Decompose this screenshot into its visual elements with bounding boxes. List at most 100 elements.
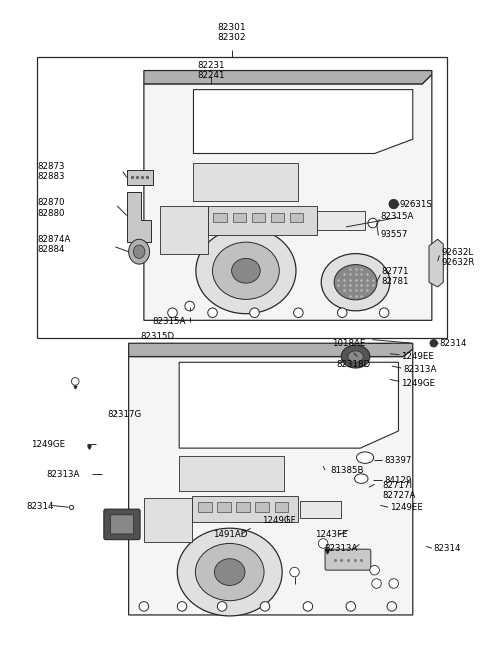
Ellipse shape: [341, 345, 370, 368]
FancyBboxPatch shape: [110, 515, 133, 534]
Text: 84129: 84129: [384, 476, 411, 485]
Text: 93557: 93557: [380, 230, 408, 239]
Circle shape: [318, 538, 328, 548]
Text: 1249EE: 1249EE: [401, 352, 434, 361]
Bar: [255, 502, 269, 512]
Ellipse shape: [196, 228, 296, 314]
Circle shape: [430, 339, 438, 347]
Ellipse shape: [213, 242, 279, 299]
Circle shape: [177, 602, 187, 611]
Circle shape: [168, 308, 177, 318]
Text: 82314: 82314: [440, 339, 467, 348]
Circle shape: [370, 565, 379, 575]
Ellipse shape: [215, 559, 245, 586]
Circle shape: [208, 308, 217, 318]
Circle shape: [260, 602, 270, 611]
Polygon shape: [127, 170, 154, 185]
Circle shape: [346, 602, 356, 611]
Bar: [214, 213, 227, 222]
Polygon shape: [179, 456, 284, 491]
Circle shape: [290, 567, 300, 577]
Bar: [271, 213, 284, 222]
Ellipse shape: [177, 528, 282, 616]
Polygon shape: [300, 500, 341, 517]
Text: 82873
82883: 82873 82883: [37, 162, 65, 181]
Circle shape: [303, 602, 312, 611]
Polygon shape: [127, 192, 151, 242]
Text: 1249EE: 1249EE: [390, 504, 423, 512]
Circle shape: [389, 199, 398, 209]
Circle shape: [379, 308, 389, 318]
Bar: [275, 502, 288, 512]
Polygon shape: [144, 75, 432, 320]
Text: 1249GE: 1249GE: [31, 440, 65, 449]
Text: 1491AD: 1491AD: [213, 530, 247, 539]
Text: 82315A: 82315A: [152, 316, 185, 326]
Circle shape: [387, 602, 396, 611]
Ellipse shape: [321, 253, 390, 311]
Text: 82314: 82314: [26, 502, 54, 510]
Polygon shape: [317, 211, 365, 230]
Text: 82717I
82727A: 82717I 82727A: [382, 481, 416, 500]
Ellipse shape: [357, 452, 374, 463]
Text: 1243FE: 1243FE: [315, 530, 348, 539]
Text: 82317G: 82317G: [108, 410, 142, 419]
Circle shape: [294, 308, 303, 318]
Polygon shape: [144, 498, 192, 542]
Bar: [217, 502, 231, 512]
Text: 82313A: 82313A: [403, 365, 437, 374]
Bar: [236, 502, 250, 512]
Text: 81385B: 81385B: [331, 466, 364, 476]
Text: 82870
82880: 82870 82880: [37, 198, 65, 217]
Circle shape: [185, 301, 194, 311]
Circle shape: [337, 308, 347, 318]
Polygon shape: [179, 362, 398, 448]
Bar: [290, 213, 303, 222]
Circle shape: [389, 579, 398, 588]
Polygon shape: [144, 71, 432, 84]
Text: 82318D: 82318D: [336, 360, 371, 369]
Polygon shape: [129, 343, 413, 356]
Text: 82314: 82314: [434, 544, 461, 553]
Polygon shape: [193, 163, 299, 201]
Polygon shape: [429, 239, 444, 287]
Circle shape: [72, 377, 79, 385]
Polygon shape: [192, 496, 299, 523]
Ellipse shape: [129, 239, 150, 264]
Ellipse shape: [348, 351, 363, 362]
Text: 82315A: 82315A: [380, 212, 414, 221]
FancyBboxPatch shape: [104, 509, 140, 540]
Bar: [233, 213, 246, 222]
Ellipse shape: [334, 265, 377, 300]
Text: 82313A: 82313A: [324, 544, 358, 553]
Text: 82771
82781: 82771 82781: [381, 267, 409, 286]
Circle shape: [372, 579, 381, 588]
Text: 1018AE: 1018AE: [332, 339, 365, 348]
Polygon shape: [208, 206, 317, 234]
Circle shape: [217, 602, 227, 611]
Polygon shape: [129, 349, 413, 615]
Ellipse shape: [355, 474, 368, 483]
Polygon shape: [160, 206, 208, 253]
Ellipse shape: [195, 544, 264, 601]
Text: 82231
82241: 82231 82241: [197, 61, 224, 81]
Bar: [37, 57, 447, 337]
Polygon shape: [193, 90, 413, 153]
Text: 92632L
92632R: 92632L 92632R: [442, 248, 475, 267]
FancyBboxPatch shape: [325, 549, 371, 570]
Text: 1249GF: 1249GF: [263, 515, 296, 525]
Text: 1249GE: 1249GE: [401, 379, 435, 388]
Ellipse shape: [133, 245, 145, 258]
Text: 82313A: 82313A: [47, 470, 80, 479]
Circle shape: [250, 308, 259, 318]
Circle shape: [139, 602, 149, 611]
Text: 92631S: 92631S: [399, 200, 432, 209]
Bar: [198, 502, 212, 512]
Ellipse shape: [232, 258, 260, 283]
Circle shape: [368, 218, 377, 228]
Bar: [252, 213, 265, 222]
Text: 82301
82302: 82301 82302: [217, 23, 246, 43]
Text: 83397: 83397: [384, 456, 411, 465]
Text: 82315D: 82315D: [140, 332, 174, 341]
Text: 82874A
82884: 82874A 82884: [37, 234, 71, 254]
